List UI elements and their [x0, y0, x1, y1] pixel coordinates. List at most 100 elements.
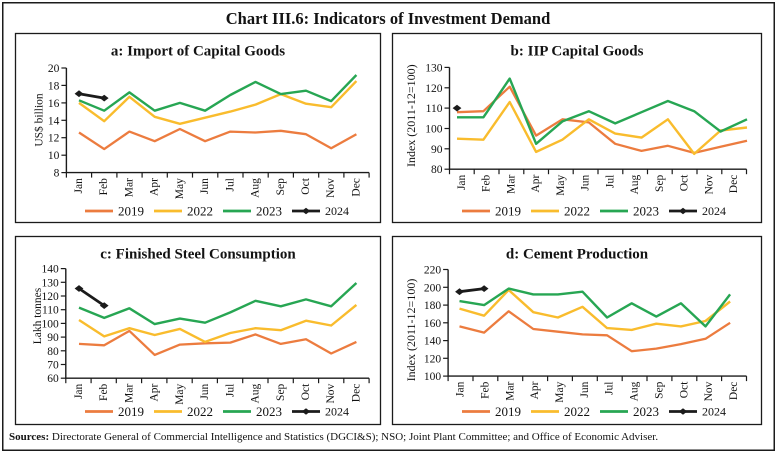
svg-text:Apr: Apr: [529, 381, 541, 399]
svg-text:140: 140: [424, 336, 442, 348]
svg-text:110: 110: [42, 305, 59, 317]
svg-text:Lakh tonnes: Lakh tonnes: [32, 287, 44, 344]
svg-text:16: 16: [48, 98, 60, 110]
svg-text:Sources: Directorate General o: Sources: Directorate General of Commerci…: [9, 431, 658, 443]
svg-text:Apr: Apr: [149, 178, 161, 196]
svg-text:100: 100: [425, 124, 443, 136]
svg-text:2023: 2023: [633, 404, 659, 419]
svg-text:2024: 2024: [325, 204, 349, 218]
svg-text:Jan: Jan: [73, 383, 85, 399]
svg-text:Sep: Sep: [654, 174, 666, 192]
svg-text:80: 80: [47, 346, 59, 358]
svg-text:2023: 2023: [256, 204, 282, 219]
svg-text:Jan: Jan: [455, 381, 467, 397]
svg-text:160: 160: [424, 318, 442, 330]
svg-text:Apr: Apr: [149, 384, 161, 402]
svg-text:12: 12: [48, 133, 60, 145]
svg-text:Jun: Jun: [199, 383, 211, 399]
svg-text:2024: 2024: [325, 405, 349, 419]
svg-text:2024: 2024: [702, 204, 726, 218]
svg-text:70: 70: [47, 360, 59, 372]
svg-text:100: 100: [424, 371, 442, 383]
svg-text:Jul: Jul: [224, 178, 236, 191]
svg-text:2024: 2024: [702, 405, 726, 419]
svg-text:Jun: Jun: [579, 381, 591, 397]
svg-text:110: 110: [426, 103, 443, 115]
svg-text:Oct: Oct: [678, 381, 690, 398]
svg-text:Chart III.6: Indicators of Inv: Chart III.6: Indicators of Investment De…: [226, 9, 551, 28]
svg-text:Oct: Oct: [300, 383, 312, 400]
svg-text:Dec: Dec: [350, 178, 362, 197]
svg-text:Nov: Nov: [703, 174, 715, 194]
svg-text:Dec: Dec: [728, 175, 740, 194]
svg-text:80: 80: [431, 164, 443, 176]
svg-text:b: IIP Capital Goods: b: IIP Capital Goods: [511, 44, 644, 60]
svg-text:2022: 2022: [187, 204, 213, 219]
svg-text:Aug: Aug: [250, 178, 262, 198]
svg-text:c: Finished Steel Consumption: c: Finished Steel Consumption: [100, 247, 296, 263]
svg-text:Jun: Jun: [199, 178, 211, 194]
svg-text:Mar: Mar: [123, 384, 135, 403]
svg-text:2023: 2023: [633, 204, 659, 219]
svg-text:100: 100: [42, 318, 60, 330]
svg-text:a: Import of Capital Goods: a: Import of Capital Goods: [111, 44, 285, 60]
svg-text:Index (2011-12=100): Index (2011-12=100): [404, 279, 418, 382]
svg-text:Sep: Sep: [275, 383, 287, 401]
svg-text:130: 130: [42, 277, 60, 289]
svg-text:18: 18: [48, 80, 60, 92]
svg-text:Apr: Apr: [530, 175, 542, 193]
svg-text:Jul: Jul: [224, 384, 236, 397]
svg-text:May: May: [555, 174, 567, 195]
svg-text:Jul: Jul: [604, 382, 616, 395]
svg-text:Sep: Sep: [654, 381, 666, 399]
svg-text:Dec: Dec: [350, 384, 362, 403]
svg-text:Aug: Aug: [250, 383, 262, 403]
svg-text:Mar: Mar: [505, 175, 517, 194]
svg-text:90: 90: [431, 144, 443, 156]
svg-text:May: May: [174, 383, 186, 404]
svg-text:Aug: Aug: [629, 174, 641, 194]
svg-text:Mar: Mar: [504, 381, 516, 400]
svg-text:Nov: Nov: [703, 381, 715, 401]
svg-text:2019: 2019: [118, 204, 144, 219]
svg-text:Mar: Mar: [123, 178, 135, 197]
svg-text:d: Cement Production: d: Cement Production: [506, 247, 649, 263]
svg-text:130: 130: [425, 62, 443, 74]
svg-text:120: 120: [424, 353, 442, 365]
svg-text:120: 120: [42, 291, 60, 303]
svg-text:60: 60: [47, 373, 59, 385]
svg-text:Dec: Dec: [728, 382, 740, 401]
svg-text:220: 220: [424, 265, 442, 277]
svg-text:2022: 2022: [187, 404, 213, 419]
svg-text:2023: 2023: [256, 404, 282, 419]
svg-text:2022: 2022: [564, 404, 590, 419]
svg-text:Nov: Nov: [325, 383, 337, 403]
svg-text:8: 8: [54, 168, 60, 180]
svg-text:Jul: Jul: [604, 175, 616, 188]
svg-text:120: 120: [425, 83, 443, 95]
svg-text:2019: 2019: [118, 404, 144, 419]
svg-text:90: 90: [47, 332, 59, 344]
svg-text:2022: 2022: [564, 204, 590, 219]
svg-text:Oct: Oct: [300, 177, 312, 194]
svg-text:Jun: Jun: [580, 174, 592, 190]
svg-text:Index (2011-12=100): Index (2011-12=100): [404, 64, 418, 167]
svg-text:2019: 2019: [495, 204, 521, 219]
svg-text:Oct: Oct: [679, 174, 691, 191]
svg-text:140: 140: [42, 264, 60, 276]
svg-text:Sep: Sep: [275, 178, 287, 196]
svg-text:US$ billion: US$ billion: [33, 93, 46, 147]
svg-text:14: 14: [48, 115, 60, 127]
svg-text:180: 180: [424, 300, 442, 312]
svg-text:May: May: [554, 381, 566, 402]
svg-text:May: May: [174, 178, 186, 199]
svg-text:Aug: Aug: [629, 381, 641, 401]
svg-text:Nov: Nov: [325, 178, 337, 198]
svg-text:Jan: Jan: [456, 174, 468, 190]
svg-text:2019: 2019: [495, 404, 521, 419]
svg-text:Jan: Jan: [73, 178, 85, 194]
svg-text:200: 200: [424, 282, 442, 294]
svg-text:Feb: Feb: [98, 383, 110, 401]
svg-text:10: 10: [48, 150, 60, 162]
svg-text:Feb: Feb: [98, 178, 110, 196]
